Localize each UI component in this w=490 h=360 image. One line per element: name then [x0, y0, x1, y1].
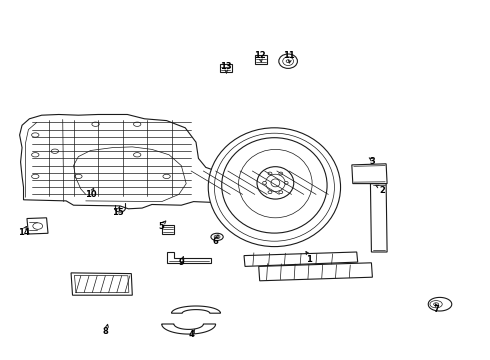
Text: 5: 5 — [159, 222, 165, 231]
Ellipse shape — [239, 149, 312, 218]
Ellipse shape — [211, 233, 223, 240]
Polygon shape — [220, 64, 232, 72]
Ellipse shape — [75, 174, 82, 179]
Ellipse shape — [271, 179, 280, 187]
Polygon shape — [27, 218, 48, 234]
Ellipse shape — [279, 191, 283, 194]
Text: 2: 2 — [379, 186, 385, 195]
Polygon shape — [370, 184, 387, 252]
Polygon shape — [259, 263, 372, 281]
Ellipse shape — [91, 191, 99, 197]
Polygon shape — [71, 273, 132, 295]
Polygon shape — [428, 297, 452, 311]
Text: 3: 3 — [369, 157, 375, 166]
Ellipse shape — [279, 172, 283, 175]
Ellipse shape — [268, 172, 272, 175]
Text: 4: 4 — [188, 330, 194, 339]
Ellipse shape — [33, 223, 43, 229]
Text: 6: 6 — [213, 237, 219, 246]
Ellipse shape — [92, 122, 99, 126]
Text: 11: 11 — [283, 51, 295, 60]
Ellipse shape — [257, 167, 294, 199]
Polygon shape — [255, 55, 267, 64]
Ellipse shape — [32, 153, 39, 157]
Polygon shape — [172, 306, 220, 313]
Ellipse shape — [266, 174, 285, 192]
Polygon shape — [167, 252, 211, 263]
Ellipse shape — [268, 191, 272, 194]
Ellipse shape — [284, 181, 288, 184]
Ellipse shape — [32, 174, 39, 179]
Ellipse shape — [134, 153, 141, 157]
Ellipse shape — [32, 133, 39, 137]
Ellipse shape — [208, 128, 341, 247]
Ellipse shape — [430, 301, 442, 308]
Ellipse shape — [214, 235, 220, 239]
Ellipse shape — [134, 122, 141, 126]
Text: 13: 13 — [220, 62, 231, 71]
Polygon shape — [162, 225, 174, 234]
Text: 1: 1 — [306, 255, 312, 264]
Ellipse shape — [279, 54, 297, 68]
Ellipse shape — [263, 181, 267, 184]
Text: 15: 15 — [112, 208, 123, 217]
Ellipse shape — [283, 57, 294, 66]
Text: 8: 8 — [102, 327, 108, 336]
Polygon shape — [244, 252, 358, 266]
Polygon shape — [20, 114, 225, 209]
Ellipse shape — [163, 174, 171, 179]
Ellipse shape — [286, 60, 290, 63]
Text: 14: 14 — [18, 228, 29, 237]
Text: 7: 7 — [433, 305, 439, 314]
Ellipse shape — [215, 133, 335, 241]
Polygon shape — [162, 324, 216, 334]
Polygon shape — [352, 164, 387, 184]
Polygon shape — [85, 187, 105, 200]
Ellipse shape — [434, 303, 439, 306]
Ellipse shape — [51, 149, 59, 153]
Ellipse shape — [222, 138, 327, 233]
Text: 12: 12 — [254, 51, 266, 60]
Text: 10: 10 — [85, 190, 97, 199]
Text: 9: 9 — [178, 258, 184, 267]
